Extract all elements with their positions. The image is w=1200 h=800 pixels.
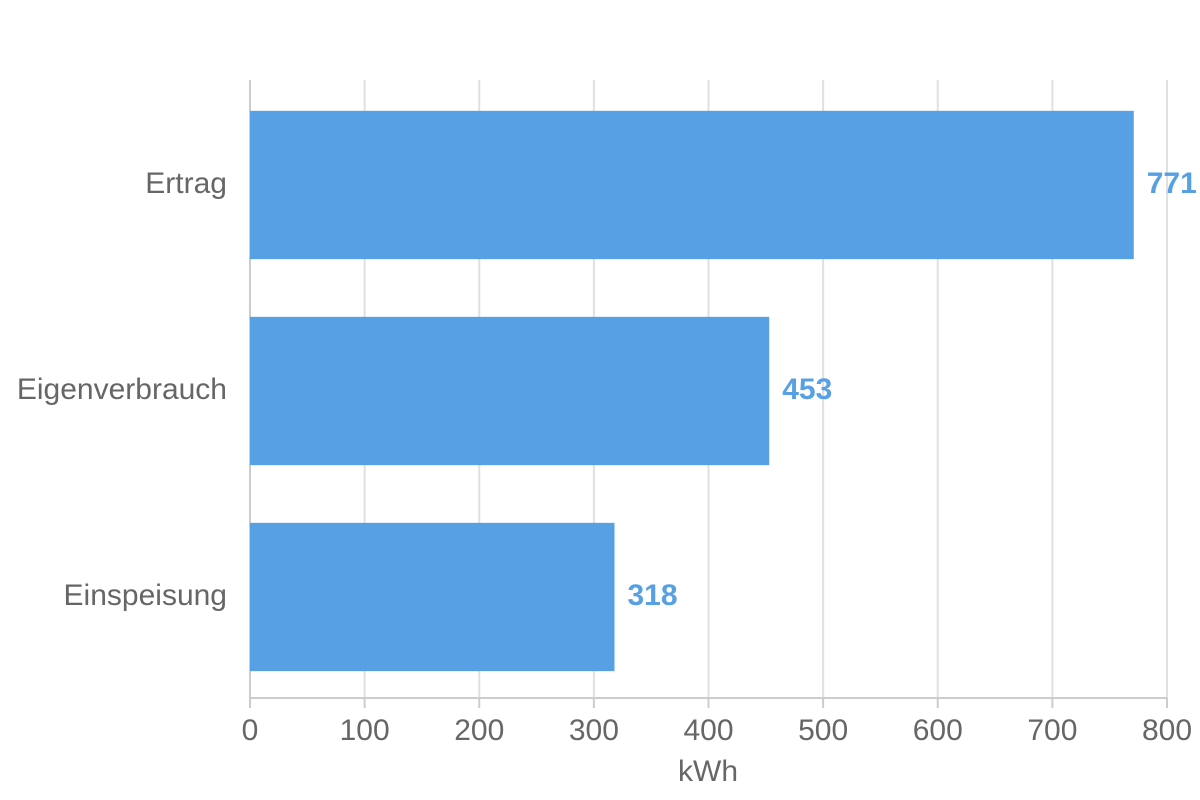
data-label: 453 xyxy=(782,373,832,406)
data-label: 318 xyxy=(628,579,678,612)
x-tick-label: 100 xyxy=(340,714,390,747)
bar xyxy=(250,110,1134,260)
x-tick-label: 600 xyxy=(913,714,963,747)
y-tick-label: Einspeisung xyxy=(64,579,227,612)
bar xyxy=(250,522,615,672)
x-tick-label: 700 xyxy=(1027,714,1077,747)
x-tick-label: 0 xyxy=(242,714,259,747)
x-tick-label: 500 xyxy=(798,714,848,747)
x-tick-label: 800 xyxy=(1142,714,1192,747)
y-tick-label: Ertrag xyxy=(145,167,227,200)
data-label: 771 xyxy=(1147,167,1197,200)
x-tick-label: 300 xyxy=(569,714,619,747)
x-tick-label: 400 xyxy=(683,714,733,747)
bar xyxy=(250,316,770,466)
y-tick-label: Eigenverbrauch xyxy=(17,373,227,406)
x-tick-label: 200 xyxy=(454,714,504,747)
x-axis-label: kWh xyxy=(678,755,738,788)
